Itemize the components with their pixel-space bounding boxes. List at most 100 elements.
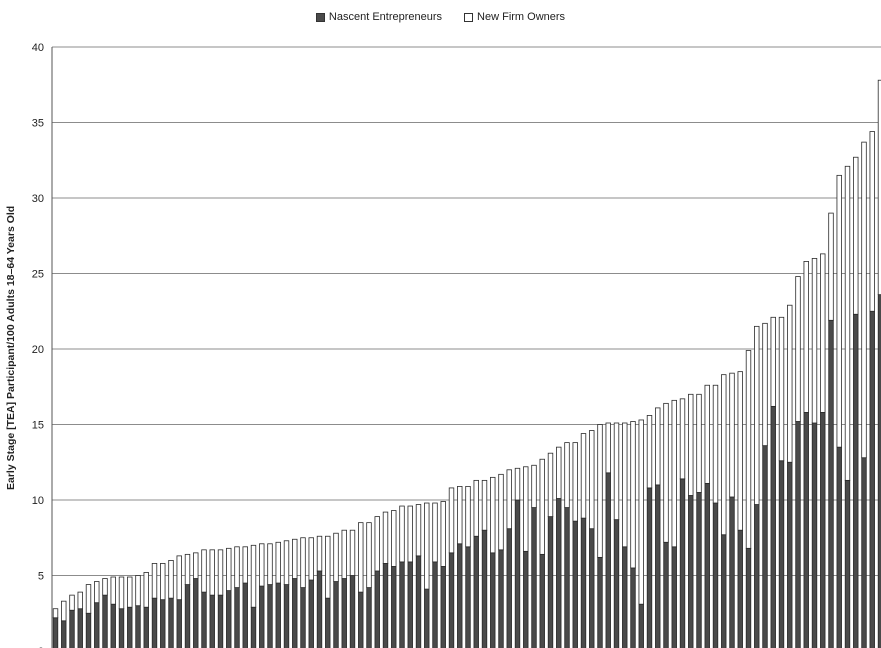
bar-nascent-43 (399, 561, 405, 648)
bar-nascent-51 (465, 546, 471, 648)
bar-nascent-55 (498, 549, 504, 648)
bar-nascent-31 (300, 587, 306, 648)
bar-nascent-94 (820, 412, 826, 648)
bar-nascent-83 (729, 496, 735, 648)
bar-nascent-82 (721, 534, 727, 648)
y-tick-label: 10 (32, 495, 44, 507)
bar-nascent-44 (407, 561, 413, 648)
y-tick-label: 25 (32, 269, 44, 281)
bar-new-firm-99 (861, 141, 867, 459)
bar-new-firm-22 (226, 547, 232, 592)
bar-nascent-95 (828, 319, 834, 648)
bar-new-firm-83 (729, 372, 735, 498)
bar-new-firm-59 (531, 464, 537, 508)
bar-nascent-96 (836, 446, 842, 648)
bar-new-firm-46 (424, 502, 430, 590)
bar-nascent-41 (382, 563, 389, 648)
bar-new-firm-18 (193, 552, 199, 579)
bar-new-firm-94 (820, 253, 826, 413)
bar-new-firm-69 (613, 422, 620, 521)
bar-nascent-39 (366, 587, 372, 648)
bar-new-firm-42 (391, 510, 397, 567)
bar-nascent-13 (151, 597, 158, 648)
bar-new-firm-35 (333, 532, 339, 582)
legend: Nascent Entrepreneurs New Firm Owners (0, 11, 881, 23)
bar-nascent-89 (778, 460, 785, 648)
bar-new-firm-44 (407, 505, 413, 563)
bar-nascent-49 (448, 552, 455, 648)
bar-nascent-24 (242, 582, 248, 648)
y-axis-ticks: 0 5 10 15 20 25 30 35 40 (32, 42, 44, 648)
bar-new-firm-16 (176, 555, 182, 601)
bar-nascent-34 (325, 597, 331, 648)
bar-new-firm-80 (704, 384, 710, 484)
bar-new-firm-53 (481, 479, 488, 531)
bars (52, 79, 881, 648)
bar-nascent-84 (737, 529, 743, 648)
bar-nascent-22 (226, 590, 232, 648)
bar-new-firm-32 (308, 537, 314, 581)
y-tick-label: 5 (38, 571, 44, 583)
bar-nascent-91 (795, 421, 801, 648)
bar-nascent-19 (201, 591, 207, 648)
bar-new-firm-52 (473, 479, 479, 537)
bar-nascent-59 (531, 507, 537, 648)
bar-new-firm-41 (382, 511, 389, 564)
bar-nascent-4 (77, 608, 83, 648)
bar-new-firm-17 (184, 553, 191, 585)
bar-nascent-68 (605, 472, 611, 648)
bar-nascent-86 (754, 504, 760, 648)
bar-new-firm-91 (795, 276, 801, 422)
bar-new-firm-81 (712, 384, 719, 504)
bar-new-firm-8 (110, 576, 116, 605)
bar-nascent-27 (267, 584, 273, 648)
bar-nascent-58 (523, 550, 529, 648)
bar-new-firm-85 (745, 350, 752, 549)
legend-item-new-firm: New Firm Owners (464, 11, 565, 23)
bar-nascent-23 (234, 587, 240, 648)
bar-new-firm-43 (399, 505, 405, 563)
bar-nascent-92 (803, 412, 809, 648)
bar-new-firm-34 (325, 535, 331, 599)
bar-new-firm-98 (853, 156, 859, 315)
bar-new-firm-10 (127, 576, 133, 608)
bar-nascent-48 (440, 566, 446, 648)
bar-nascent-29 (283, 584, 290, 648)
bar-new-firm-93 (811, 257, 818, 424)
bar-new-firm-39 (366, 522, 372, 588)
bar-nascent-64 (572, 520, 578, 648)
bar-new-firm-15 (168, 560, 174, 599)
bar-new-firm-29 (283, 540, 290, 585)
bar-new-firm-92 (803, 261, 809, 413)
bar-nascent-78 (688, 495, 694, 648)
bar-new-firm-96 (836, 174, 842, 448)
bar-new-firm-25 (250, 544, 257, 608)
bar-nascent-28 (275, 582, 281, 648)
bar-new-firm-95 (828, 212, 834, 321)
bar-nascent-81 (712, 502, 719, 648)
bar-nascent-80 (704, 482, 710, 648)
bar-new-firm-67 (597, 424, 603, 558)
bar-new-firm-74 (655, 407, 661, 486)
bar-nascent-8 (110, 603, 116, 648)
legend-label-new-firm: New Firm Owners (477, 11, 566, 23)
bar-nascent-40 (374, 570, 380, 648)
bar-new-firm-36 (341, 529, 347, 579)
bar-new-firm-38 (358, 522, 364, 593)
bar-nascent-90 (787, 461, 793, 648)
bar-nascent-73 (646, 487, 653, 648)
bar-nascent-37 (349, 575, 356, 648)
bar-nascent-88 (770, 405, 776, 648)
bar-new-firm-6 (94, 581, 100, 604)
bar-nascent-17 (184, 584, 191, 648)
bar-new-firm-75 (663, 402, 669, 543)
bar-nascent-71 (630, 567, 636, 648)
y-axis-title: Early Stage [TEA] Participant/100 Adults… (5, 205, 17, 490)
y-tick-label: 30 (32, 193, 44, 205)
y-tick-label: 40 (32, 42, 44, 54)
bar-nascent-47 (432, 561, 438, 648)
bar-new-firm-40 (374, 516, 380, 572)
bar-nascent-70 (622, 546, 628, 648)
bar-new-firm-51 (465, 486, 471, 548)
